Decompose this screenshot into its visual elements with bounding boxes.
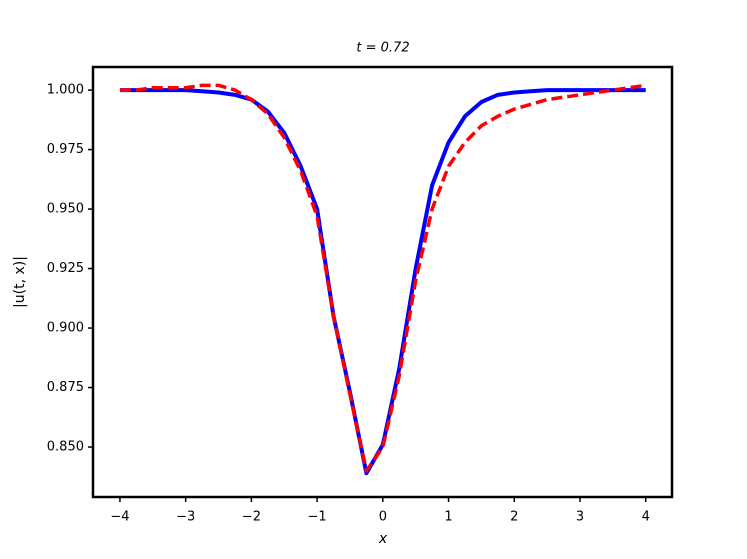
plot-frame (91, 65, 674, 499)
x-tick-label: −1 (308, 510, 327, 525)
series-line (119, 88, 646, 476)
y-tick-label: 0.925 (47, 261, 84, 276)
y-tick-label: 0.975 (47, 142, 84, 157)
chart-title: t = 0.72 (356, 41, 409, 56)
x-tick-label: −2 (242, 510, 261, 525)
x-tick-label: −4 (110, 510, 129, 525)
y-tick-label: 1.000 (47, 83, 84, 98)
x-tick-label: 0 (379, 510, 387, 525)
x-tick-label: 1 (444, 510, 452, 525)
y-tick-label: 0.950 (47, 202, 84, 217)
y-tick-label: 0.850 (47, 440, 84, 455)
x-tick-label: −3 (176, 510, 195, 525)
y-tick-label: 0.875 (47, 380, 84, 395)
series-line (119, 83, 646, 473)
y-axis-label: |u(t, x)| (12, 256, 28, 308)
x-tick-label: 3 (576, 510, 584, 525)
y-tick-label: 0.900 (47, 321, 84, 336)
x-axis-label: x (378, 531, 388, 547)
x-tick-label: 4 (642, 510, 650, 525)
x-tick-label: 2 (510, 510, 518, 525)
